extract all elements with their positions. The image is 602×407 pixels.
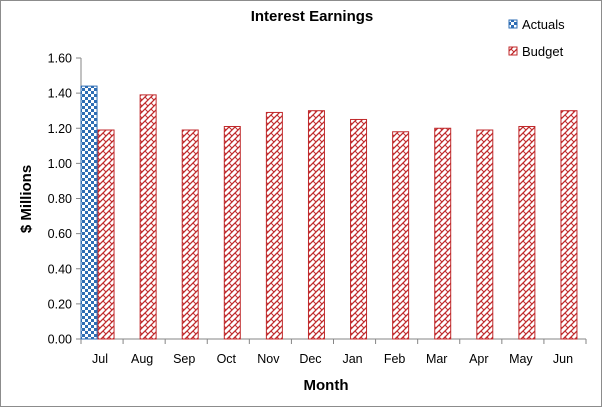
x-axis: Jul Aug Sep Oct Nov Dec Jan Feb Mar Apr May Jun [80,338,587,366]
y-tick-label: 0.20 [48,297,72,311]
y-tick-label: 0.80 [48,192,72,206]
bar-budget [97,129,115,340]
bar-budget [307,110,325,340]
x-tick-label: Sep [173,352,195,366]
y-tick-label: 1.20 [48,122,72,136]
y-axis: 0.00 0.20 0.40 0.60 0.80 1.00 1.20 1.40 1.60 [48,52,82,347]
y-tick-label: 1.00 [48,157,72,171]
legend: Actuals Budget [508,17,565,59]
x-tick-label: Dec [299,352,321,366]
chart-title: Interest Earnings [251,8,374,25]
y-tick-label: 0.60 [48,227,72,241]
y-tick-label: 1.60 [48,52,72,66]
x-tick-label: Jun [553,352,573,366]
x-axis-title: Month [304,377,349,394]
y-tick-label: 0.40 [48,262,72,276]
bars [80,85,578,340]
x-tick-label: Jan [342,352,362,366]
bar-budget [223,125,241,340]
y-axis-title: $ Millions [18,165,35,233]
bar-budget [560,110,578,340]
bar-budget [139,94,157,340]
bar-budget [265,111,283,340]
bar-budget [476,129,494,340]
legend-label-actuals: Actuals [522,17,565,32]
y-tick-label: 1.40 [48,87,72,101]
x-tick-label: Feb [384,352,406,366]
bar-actuals [80,85,98,340]
x-tick-label: Oct [217,352,237,366]
y-tick-label: 0.00 [48,333,72,347]
x-tick-label: Mar [426,352,448,366]
x-tick-label: Nov [257,352,280,366]
legend-label-budget: Budget [522,44,564,59]
x-tick-label: Apr [469,352,488,366]
bar-budget [392,131,410,340]
bar-budget [350,118,368,340]
legend-swatch-actuals [508,19,518,29]
bar-budget [181,129,199,340]
legend-swatch-budget [508,46,518,56]
x-tick-label: May [509,352,533,366]
x-tick-label: Jul [92,352,108,366]
bar-budget [434,127,452,340]
bar-budget [518,125,536,340]
x-tick-label: Aug [131,352,153,366]
